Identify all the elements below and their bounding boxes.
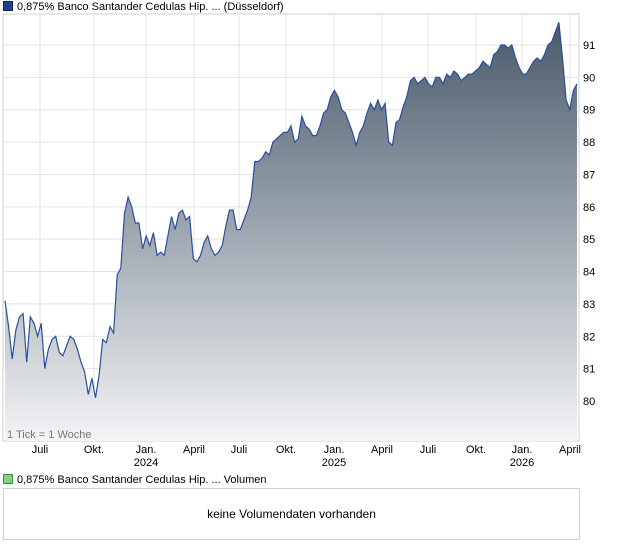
legend-price: 0,875% Banco Santander Cedulas Hip. ... … <box>3 1 284 14</box>
x-tick-label: April <box>559 444 581 456</box>
y-tick-label: 86 <box>583 202 595 214</box>
price-line <box>4 22 578 398</box>
y-tick-label: 89 <box>583 105 595 117</box>
y-tick-label: 90 <box>583 72 595 84</box>
price-series-swatch <box>3 1 13 11</box>
price-area <box>5 22 577 442</box>
legend-price-label: 0,875% Banco Santander Cedulas Hip. ... … <box>17 1 284 13</box>
x-tick-year-label: 2026 <box>510 457 534 469</box>
volume-empty-message: keine Volumendaten vorhanden <box>207 507 376 521</box>
x-tick-label: Juli <box>231 444 248 456</box>
y-tick-label: 87 <box>583 169 595 181</box>
y-tick-label: 83 <box>583 299 595 311</box>
x-tick-label: Okt. <box>276 444 296 456</box>
price-chart: 1 Tick = 1 Woche 80 81 82 83 84 85 86 87 88 89 90 9… <box>2 13 595 469</box>
x-tick-year-label: 2024 <box>134 457 158 469</box>
x-tick-label: Jan. <box>512 444 533 456</box>
y-tick-label: 88 <box>583 137 595 149</box>
y-tick-label: 82 <box>583 331 595 343</box>
y-tick-label: 80 <box>583 396 595 408</box>
y-tick-label: 85 <box>583 234 595 246</box>
y-tick-label: 91 <box>583 40 595 52</box>
legend-volume: 0,875% Banco Santander Cedulas Hip. ... … <box>3 474 267 487</box>
x-tick-label: April <box>183 444 205 456</box>
y-tick-label: 81 <box>583 364 595 376</box>
x-tick-label: Juli <box>420 444 437 456</box>
legend-volume-label: 0,875% Banco Santander Cedulas Hip. ... … <box>17 474 267 486</box>
y-tick-label: 84 <box>583 267 595 279</box>
y-axis-ticks: 80 81 82 83 84 85 86 87 88 89 90 91 <box>583 40 595 408</box>
volume-panel: keine Volumendaten vorhanden <box>3 488 580 540</box>
x-tick-label: Jan. <box>324 444 345 456</box>
tick-interval-note: 1 Tick = 1 Woche <box>7 429 91 441</box>
x-tick-label: Juli <box>32 444 49 456</box>
x-tick-year-label: 2025 <box>322 457 346 469</box>
x-tick-label: Okt. <box>84 444 104 456</box>
volume-series-swatch <box>3 474 13 484</box>
x-tick-label: April <box>371 444 393 456</box>
x-tick-label: Okt. <box>466 444 486 456</box>
x-tick-label: Jan. <box>136 444 157 456</box>
